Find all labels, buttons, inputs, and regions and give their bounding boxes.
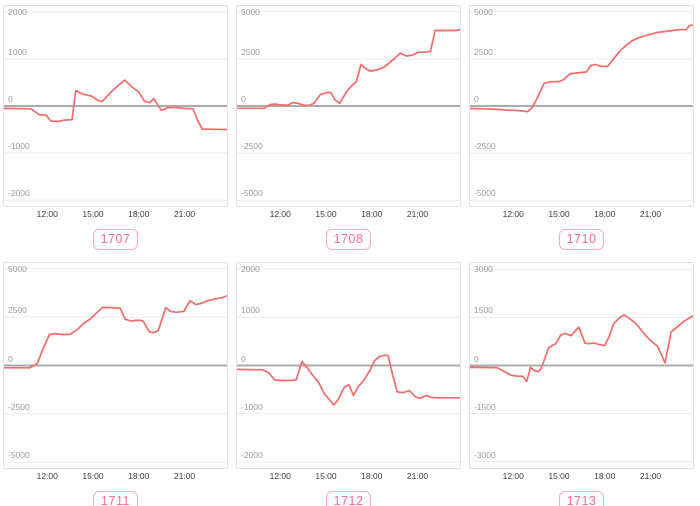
chart-card-1707: 2000 1000 0 -1000 -2000 12:00 15:00 18:00 21:00… [3, 5, 228, 256]
x-tick-label: 12:00 [269, 209, 291, 219]
chart-badge-1713[interactable]: 1713 [558, 490, 605, 506]
x-axis: 12:00 15:00 18:00 21:00 [236, 207, 461, 222]
badge-row: 1710 [469, 222, 694, 256]
x-tick-label: 18:00 [128, 471, 150, 481]
chart-svg [4, 268, 227, 463]
chart-svg [4, 11, 227, 201]
chart-badge-1710[interactable]: 1710 [558, 228, 605, 250]
x-axis: 12:00 15:00 18:00 21:00 [3, 469, 228, 484]
x-tick-label: 21:00 [406, 471, 429, 481]
chart-svg [470, 11, 693, 201]
chart-panel[interactable]: 5000 2500 0 -2500 -5000 [469, 5, 694, 207]
badge-row: 1713 [469, 484, 694, 506]
pnl-line [4, 79, 227, 131]
x-tick-label: 15:00 [548, 209, 570, 219]
chart-card-1712: 2000 1000 0 -1000 -2000 12:00 15:00 18:00 21:00… [236, 262, 461, 506]
x-tick-label: 21:00 [173, 471, 196, 481]
x-axis: 12:00 15:00 18:00 21:00 [469, 207, 694, 222]
badge-row: 1711 [3, 484, 228, 506]
chart-badge-1711[interactable]: 1711 [93, 490, 138, 506]
x-tick-label: 15:00 [82, 471, 104, 481]
pnl-line [237, 354, 460, 406]
badge-row: 1712 [236, 484, 461, 506]
x-tick-label: 18:00 [594, 471, 616, 481]
x-tick-label: 12:00 [269, 471, 291, 481]
chart-panel[interactable]: 5000 2500 0 -2500 -5000 [236, 5, 461, 207]
x-tick-label: 12:00 [36, 209, 58, 219]
chart-card-1708: 5000 2500 0 -2500 -5000 12:00 15:00 18:00 21:00… [236, 5, 461, 256]
x-tick-label: 18:00 [128, 209, 150, 219]
chart-panel[interactable]: 2000 1000 0 -1000 -2000 [236, 262, 461, 469]
chart-card-1713: 3000 1500 0 -1500 -3000 12:00 15:00 18:00 21:00… [469, 262, 694, 506]
pnl-line [470, 24, 693, 113]
chart-panel[interactable]: 3000 1500 0 -1500 -3000 [469, 262, 694, 469]
x-tick-label: 18:00 [594, 209, 616, 219]
x-tick-label: 21:00 [173, 209, 196, 219]
x-axis: 12:00 15:00 18:00 21:00 [236, 469, 461, 484]
x-tick-label: 15:00 [315, 471, 337, 481]
chart-badge-1707[interactable]: 1707 [92, 228, 139, 250]
x-tick-label: 18:00 [361, 209, 383, 219]
x-tick-label: 15:00 [315, 209, 337, 219]
chart-panel[interactable]: 5000 2500 0 -2500 -5000 [3, 262, 228, 469]
chart-svg [237, 268, 460, 463]
x-tick-label: 21:00 [406, 209, 429, 219]
x-tick-label: 12:00 [502, 471, 524, 481]
x-tick-label: 12:00 [502, 209, 524, 219]
x-tick-label: 21:00 [639, 471, 662, 481]
chart-badge-1708[interactable]: 1708 [325, 228, 372, 250]
x-axis: 12:00 15:00 18:00 21:00 [469, 469, 694, 484]
pnl-line [237, 28, 460, 110]
pnl-line [470, 314, 693, 383]
badge-row: 1707 [3, 222, 228, 256]
x-axis: 12:00 15:00 18:00 21:00 [3, 207, 228, 222]
chart-svg [470, 268, 693, 463]
badge-row: 1708 [236, 222, 461, 256]
chart-card-1711: 5000 2500 0 -2500 -5000 12:00 15:00 18:00 21:00… [3, 262, 228, 506]
chart-svg [237, 11, 460, 201]
x-tick-label: 18:00 [361, 471, 383, 481]
x-tick-label: 12:00 [36, 471, 58, 481]
x-tick-label: 15:00 [548, 471, 570, 481]
pnl-line [4, 295, 227, 369]
chart-panel[interactable]: 2000 1000 0 -1000 -2000 [3, 5, 228, 207]
chart-badge-1712[interactable]: 1712 [325, 490, 372, 506]
x-tick-label: 15:00 [82, 209, 104, 219]
x-tick-label: 21:00 [639, 209, 662, 219]
chart-card-1710: 5000 2500 0 -2500 -5000 12:00 15:00 18:00 21:00… [469, 5, 694, 256]
